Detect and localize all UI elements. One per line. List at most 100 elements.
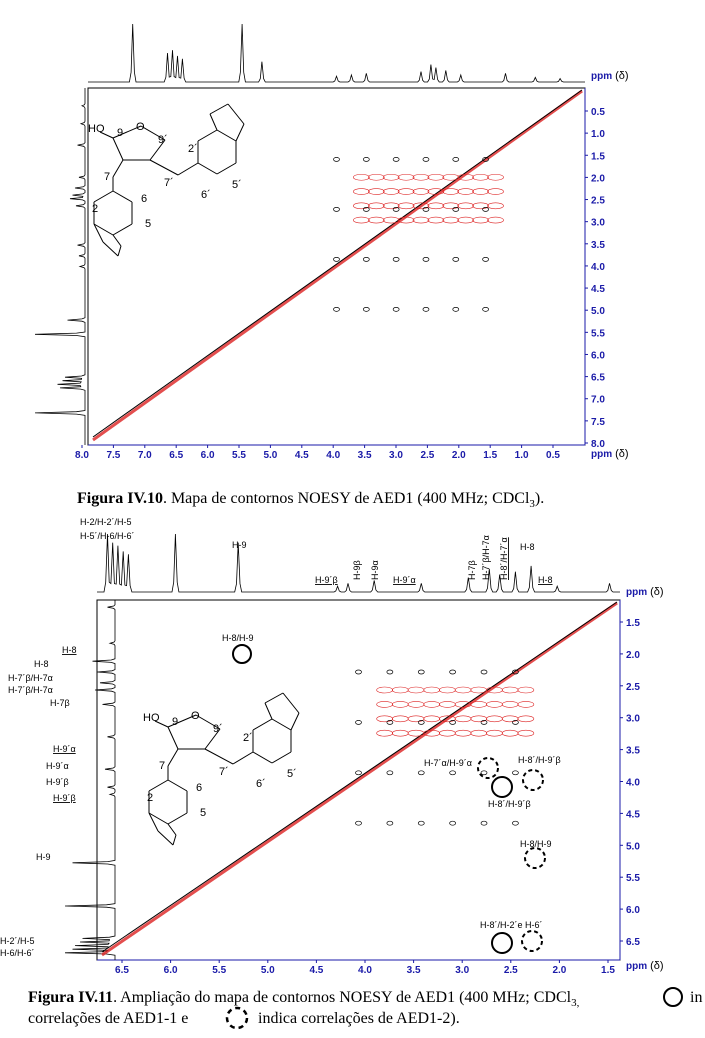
- y-tick-label: 4.0: [626, 778, 640, 789]
- top-label: H-2/H-2´/H-5: [80, 517, 132, 527]
- y-tick-label: 1.5: [626, 618, 640, 629]
- caption: Figura IV.10. Mapa de contornos NOESY de…: [77, 490, 544, 510]
- top-label: H-9´β: [315, 575, 338, 585]
- cross-peak: [480, 720, 488, 725]
- x-tick-label: 1.5: [601, 965, 615, 976]
- y-tick-label: 3.5: [591, 240, 605, 251]
- contour: [501, 701, 519, 708]
- bond: [149, 159, 179, 176]
- top-label: H-9: [232, 540, 247, 550]
- peak-circle: [522, 769, 544, 791]
- structure-label: 6´: [201, 189, 211, 201]
- contour: [423, 729, 441, 737]
- contour: [367, 188, 385, 195]
- cross-peak: [482, 257, 489, 262]
- diagonal: [101, 601, 618, 953]
- projection-top: [88, 23, 585, 83]
- left-label: H-2´/H-5: [0, 936, 35, 946]
- projection-left: [64, 600, 116, 960]
- cross-peak: [386, 770, 394, 776]
- bond: [232, 751, 254, 765]
- x-tick-label: 1.0: [515, 450, 529, 461]
- contour: [442, 202, 460, 210]
- structure-label: 7´: [164, 177, 174, 189]
- contour: [472, 188, 489, 195]
- bond: [112, 159, 124, 178]
- left-label: H-6/H-6´: [0, 948, 35, 958]
- cross-peak: [386, 669, 394, 675]
- contour: [470, 701, 488, 708]
- cross-peak: [482, 157, 489, 162]
- cross-peak: [449, 720, 456, 725]
- bond: [167, 812, 188, 825]
- y-tick-label: 7.5: [591, 417, 605, 428]
- x-tick-label: 6.0: [201, 450, 215, 461]
- cross-peak: [482, 306, 489, 312]
- caption: Figura IV.11. Ampliação do mapa de conto…: [28, 989, 580, 1009]
- contour: [376, 701, 393, 708]
- contour: [397, 173, 415, 181]
- structure-label: O: [191, 710, 200, 722]
- delta: (δ): [615, 448, 628, 460]
- contour: [407, 715, 425, 723]
- structure-label: 9: [117, 127, 123, 139]
- contour: [487, 202, 504, 210]
- bond: [112, 234, 122, 247]
- structure-label: 5´: [232, 179, 242, 191]
- contour: [412, 216, 430, 224]
- x-tick-label: 0.5: [546, 450, 560, 461]
- y-tick-label: 2.5: [591, 196, 605, 207]
- x-tick-label: 2.5: [420, 450, 434, 461]
- y-tick-label: 4.5: [591, 284, 605, 295]
- contour: [517, 701, 535, 708]
- contour: [392, 715, 409, 723]
- cross-peak: [362, 257, 370, 262]
- contour: [501, 715, 519, 723]
- contour: [487, 216, 504, 224]
- y-tick-label: 2.0: [591, 173, 605, 184]
- bond: [252, 751, 273, 764]
- bond: [167, 779, 188, 792]
- cross-peak: [452, 257, 460, 262]
- y-tick-label: 2.0: [626, 650, 640, 661]
- y-tick-label: 5.0: [591, 306, 605, 317]
- peak-circle: [491, 932, 513, 954]
- contour: [442, 188, 460, 195]
- contour: [382, 216, 400, 224]
- contour: [486, 715, 503, 723]
- contour: [457, 216, 475, 224]
- y-tick-label: 1.0: [591, 129, 605, 140]
- bond: [264, 702, 273, 720]
- cross-peak: [355, 720, 362, 725]
- caption: correlações de AED1-1 e: [28, 1010, 188, 1027]
- structure-label: 9: [172, 716, 178, 728]
- bond: [149, 139, 166, 161]
- contour: [487, 173, 504, 181]
- top-label: H-9α: [370, 560, 380, 580]
- cross-peak: [480, 770, 488, 776]
- axis-unit: ppm (δ): [626, 960, 664, 972]
- bond: [209, 113, 218, 131]
- contour: [367, 202, 385, 210]
- left-label: H-9´α: [53, 744, 76, 754]
- contour: [472, 173, 489, 181]
- bond: [157, 830, 174, 846]
- bond: [93, 190, 114, 203]
- structure: HO 9 O 9´ 2´ 7 7´ 6´ 5´ 2 6 5: [143, 692, 300, 846]
- structure-label: 2: [147, 792, 153, 804]
- top-label: H-8´/H-7´α: [499, 537, 509, 580]
- cross-peak: [422, 157, 430, 162]
- contour: [376, 715, 393, 723]
- cross-peak: [512, 720, 519, 725]
- peak-circle: [521, 930, 543, 952]
- contour: [412, 173, 430, 181]
- diagonal: [101, 601, 618, 957]
- peak-circle: [524, 847, 546, 869]
- top-label: H-8: [538, 575, 553, 585]
- contour: [486, 686, 503, 694]
- structure-label: 6: [141, 193, 147, 205]
- structure-label: 9´: [158, 134, 168, 146]
- contour: [454, 701, 472, 708]
- contour: [487, 188, 504, 195]
- cross-peak: [452, 157, 460, 162]
